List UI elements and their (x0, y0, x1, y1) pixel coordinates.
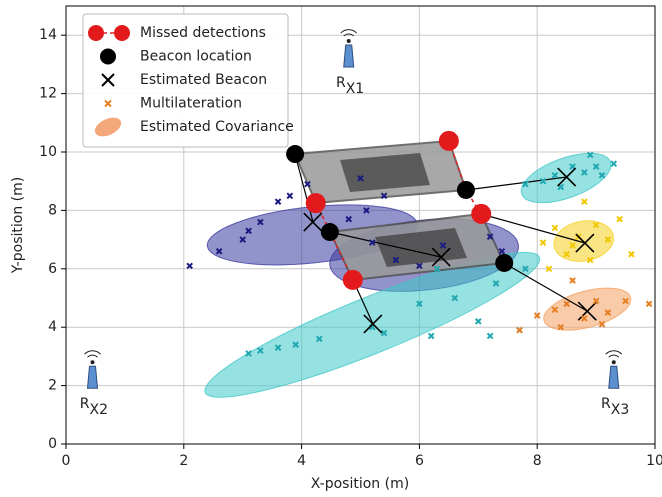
antenna-tip (612, 360, 616, 364)
x-tick-label: 0 (62, 453, 71, 469)
car-window (340, 153, 430, 192)
antenna-tip (91, 360, 95, 364)
missed-detection (471, 204, 491, 224)
y-tick-label: 0 (48, 436, 57, 452)
antenna-label: R (601, 396, 611, 412)
x-axis-label: X-position (m) (311, 476, 409, 492)
legend-label: Beacon location (140, 49, 252, 65)
legend-symbol (114, 25, 130, 41)
y-tick-label: 2 (48, 378, 57, 394)
missed-detection (306, 193, 326, 213)
y-tick-label: 10 (39, 144, 57, 160)
legend: Missed detections Beacon location Estimate… (83, 14, 294, 147)
x-tick-label: 2 (179, 453, 188, 469)
antenna-label: R (80, 396, 90, 412)
x-tick-label: 8 (533, 453, 542, 469)
beacon-location (457, 181, 475, 199)
y-tick-label: 6 (48, 261, 57, 277)
antenna-subscript: X2 (90, 402, 109, 418)
beacon-location (286, 145, 304, 163)
x-tick-label: 4 (297, 453, 306, 469)
antenna-tip (347, 39, 351, 43)
beacon-location (321, 223, 339, 241)
antenna (344, 45, 354, 67)
antenna-label: R (336, 75, 346, 91)
antenna (609, 366, 619, 388)
page: Beacon localization body { margin: 0; ba… (0, 0, 662, 497)
x-tick-label: 10 (646, 453, 662, 469)
legend-symbol (88, 25, 104, 41)
legend-label: Estimated Covariance (140, 119, 294, 135)
legend-label: Missed detections (140, 25, 266, 41)
antenna-subscript: X1 (346, 81, 365, 97)
chart: RX1RX2RX3 X-position (m) Y-position (m) … (0, 0, 662, 497)
x-tick-label: 6 (415, 453, 424, 469)
missed-detection (343, 270, 363, 290)
y-axis-label: Y-position (m) (10, 177, 26, 274)
y-tick-label: 12 (39, 86, 57, 102)
y-tick-label: 14 (39, 27, 57, 43)
beacon-location (495, 254, 513, 272)
missed-detection (439, 131, 459, 151)
legend-label: Estimated Beacon (140, 72, 267, 88)
y-tick-label: 8 (48, 202, 57, 218)
antenna-subscript: X3 (611, 402, 630, 418)
antenna (88, 366, 98, 388)
legend-label: Multilateration (140, 96, 242, 112)
body: {"chart_data": { "type": "scatter", "xla… (0, 0, 662, 497)
y-tick-label: 4 (48, 319, 57, 335)
legend-symbol (100, 49, 116, 65)
